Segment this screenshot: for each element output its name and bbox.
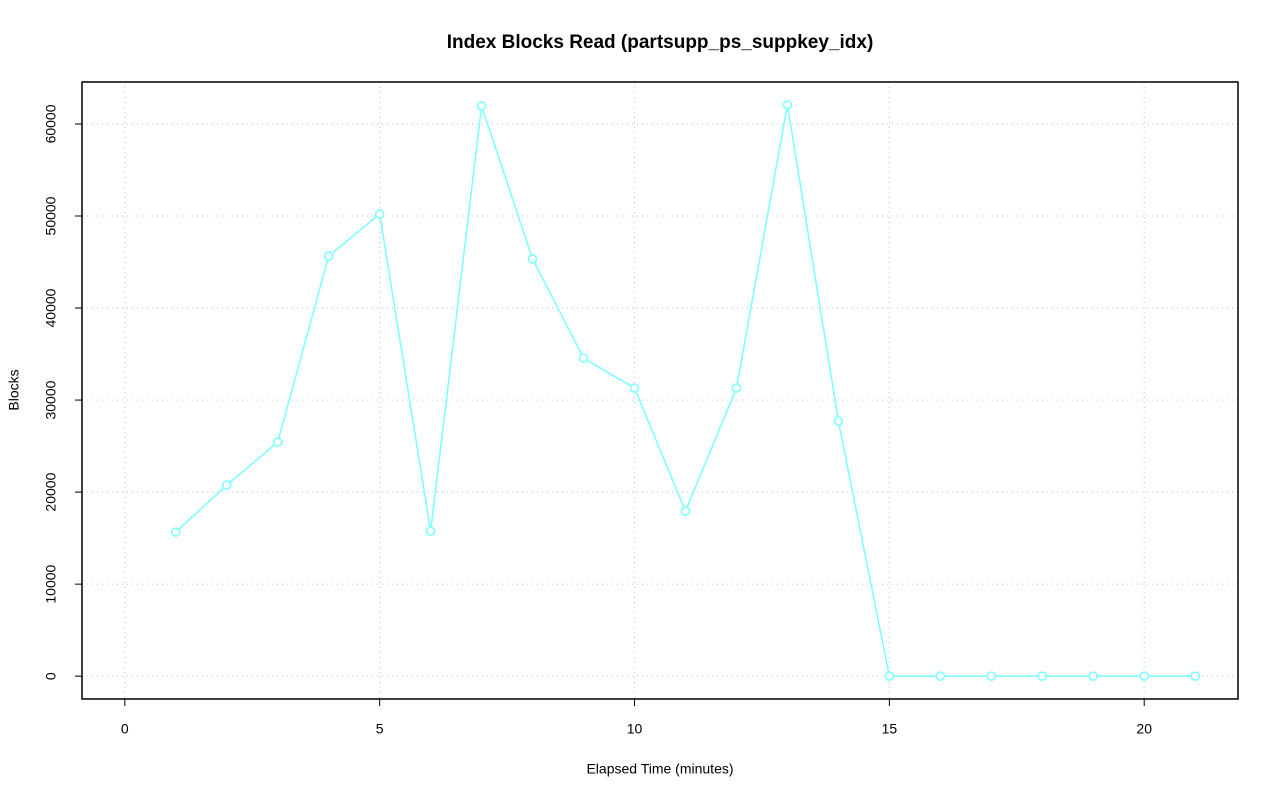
data-point	[1088, 671, 1099, 681]
data-point	[629, 383, 640, 393]
data-point	[374, 209, 385, 219]
chart-title: Index Blocks Read (partsupp_ps_suppkey_i…	[447, 32, 874, 53]
x-tick-label: 15	[882, 721, 898, 737]
data-point	[323, 251, 334, 261]
data-point	[578, 353, 589, 363]
x-tick-label: 0	[121, 721, 129, 737]
data-point	[221, 480, 232, 490]
y-axis-label: Blocks	[6, 369, 22, 410]
data-point	[935, 671, 946, 681]
data-point	[170, 527, 181, 537]
data-point	[476, 101, 487, 111]
x-tick-label: 10	[627, 721, 643, 737]
x-tick-label: 5	[376, 721, 384, 737]
data-point	[986, 671, 997, 681]
data-point	[884, 671, 895, 681]
y-tick-label: 20000	[43, 472, 59, 511]
y-tick-label: 50000	[43, 196, 59, 235]
data-point	[272, 437, 283, 447]
y-tick-label: 0	[43, 672, 59, 680]
plot-box	[81, 81, 1239, 700]
data-point	[731, 383, 742, 393]
data-point	[1139, 671, 1150, 681]
y-tick-label: 10000	[43, 564, 59, 603]
y-tick-label: 60000	[43, 104, 59, 143]
y-tick-label: 40000	[43, 288, 59, 327]
data-point	[680, 506, 691, 516]
y-tick-label: 30000	[43, 380, 59, 419]
data-point	[527, 254, 538, 264]
x-tick-label: 20	[1136, 721, 1152, 737]
data-point	[782, 100, 793, 110]
x-axis-label: Elapsed Time (minutes)	[586, 761, 733, 777]
data-point	[833, 416, 844, 426]
data-point	[1190, 671, 1200, 681]
plot-area: 0 5 10 15 20 0 10000 20000 30000 40000 50000 60000	[43, 82, 1238, 737]
data-point	[425, 526, 436, 536]
data-point	[1037, 671, 1048, 681]
